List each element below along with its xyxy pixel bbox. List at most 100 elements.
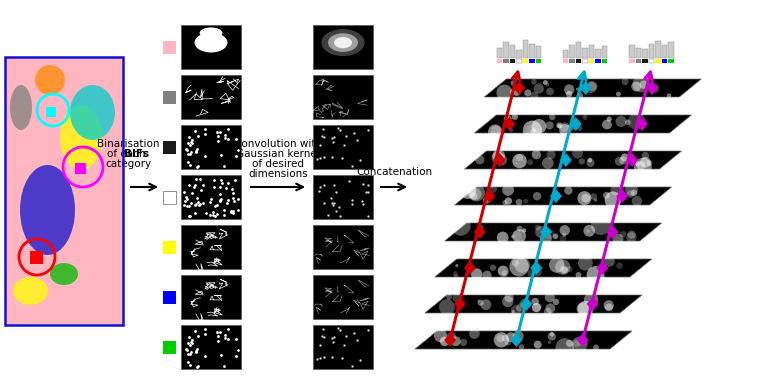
Circle shape: [453, 294, 461, 302]
Ellipse shape: [70, 85, 115, 140]
Point: [207, 212, 220, 218]
Point: [346, 201, 358, 207]
Circle shape: [524, 89, 531, 97]
Bar: [576, 42, 582, 58]
Point: [182, 134, 195, 140]
Point: [218, 332, 231, 338]
Polygon shape: [464, 261, 476, 275]
Circle shape: [594, 198, 597, 202]
Point: [317, 334, 330, 340]
Point: [189, 149, 202, 155]
Circle shape: [587, 158, 592, 162]
Point: [328, 182, 341, 188]
Point: [208, 184, 221, 190]
Point: [222, 180, 235, 186]
Circle shape: [483, 197, 490, 204]
Bar: [595, 49, 601, 58]
Circle shape: [482, 271, 492, 280]
Circle shape: [515, 199, 522, 205]
Bar: [583, 59, 588, 63]
Polygon shape: [550, 189, 562, 203]
Circle shape: [540, 233, 552, 244]
Circle shape: [511, 305, 521, 315]
Bar: [583, 48, 588, 58]
Point: [314, 355, 326, 361]
Circle shape: [578, 256, 593, 271]
Circle shape: [460, 339, 467, 346]
Bar: [655, 59, 661, 63]
Bar: [602, 46, 608, 58]
Point: [317, 133, 330, 139]
Point: [181, 196, 193, 202]
Point: [328, 334, 340, 340]
Bar: [181, 325, 241, 369]
Circle shape: [526, 125, 536, 135]
Point: [194, 201, 206, 207]
Circle shape: [492, 151, 504, 164]
Circle shape: [497, 334, 504, 342]
Point: [222, 336, 235, 342]
Text: of each: of each: [107, 149, 149, 159]
Polygon shape: [511, 333, 522, 347]
Point: [192, 133, 205, 139]
Circle shape: [622, 78, 629, 85]
Bar: [516, 50, 522, 58]
Circle shape: [511, 80, 516, 86]
Polygon shape: [579, 81, 592, 95]
Circle shape: [469, 328, 479, 339]
Circle shape: [480, 299, 491, 310]
Circle shape: [565, 186, 572, 195]
Circle shape: [531, 128, 536, 133]
Circle shape: [490, 125, 501, 136]
Circle shape: [579, 158, 585, 165]
Point: [192, 199, 204, 205]
Point: [334, 327, 346, 333]
Point: [316, 133, 328, 139]
Circle shape: [604, 192, 622, 208]
Circle shape: [531, 79, 536, 84]
Text: Gaussian kernel: Gaussian kernel: [236, 149, 320, 159]
Point: [332, 325, 344, 331]
Circle shape: [523, 121, 542, 140]
Circle shape: [576, 336, 588, 347]
Point: [362, 189, 375, 195]
Polygon shape: [540, 225, 552, 239]
Point: [189, 129, 202, 135]
Circle shape: [572, 339, 581, 347]
Circle shape: [555, 338, 574, 357]
Point: [183, 213, 196, 219]
Point: [318, 154, 331, 160]
Circle shape: [568, 124, 574, 131]
Circle shape: [502, 123, 506, 127]
Point: [213, 184, 226, 190]
Point: [311, 356, 324, 362]
Bar: [163, 40, 176, 54]
Point: [187, 184, 199, 190]
Circle shape: [532, 119, 547, 134]
Circle shape: [533, 192, 541, 200]
Circle shape: [578, 301, 594, 317]
Point: [188, 202, 201, 208]
Circle shape: [522, 228, 526, 233]
Point: [207, 178, 220, 184]
Bar: [497, 48, 502, 58]
Bar: [662, 59, 667, 63]
Point: [211, 138, 224, 144]
Point: [189, 181, 202, 187]
Polygon shape: [530, 261, 542, 275]
Circle shape: [588, 81, 597, 91]
Bar: [30, 251, 43, 264]
Point: [204, 196, 217, 202]
Circle shape: [501, 270, 508, 276]
Bar: [313, 175, 373, 219]
Circle shape: [479, 225, 483, 230]
Point: [334, 127, 346, 133]
Point: [184, 142, 196, 148]
Circle shape: [550, 332, 554, 337]
Polygon shape: [626, 153, 638, 167]
Point: [348, 130, 361, 136]
Point: [336, 355, 349, 361]
Point: [357, 201, 369, 207]
Circle shape: [616, 92, 621, 97]
Circle shape: [543, 80, 547, 85]
